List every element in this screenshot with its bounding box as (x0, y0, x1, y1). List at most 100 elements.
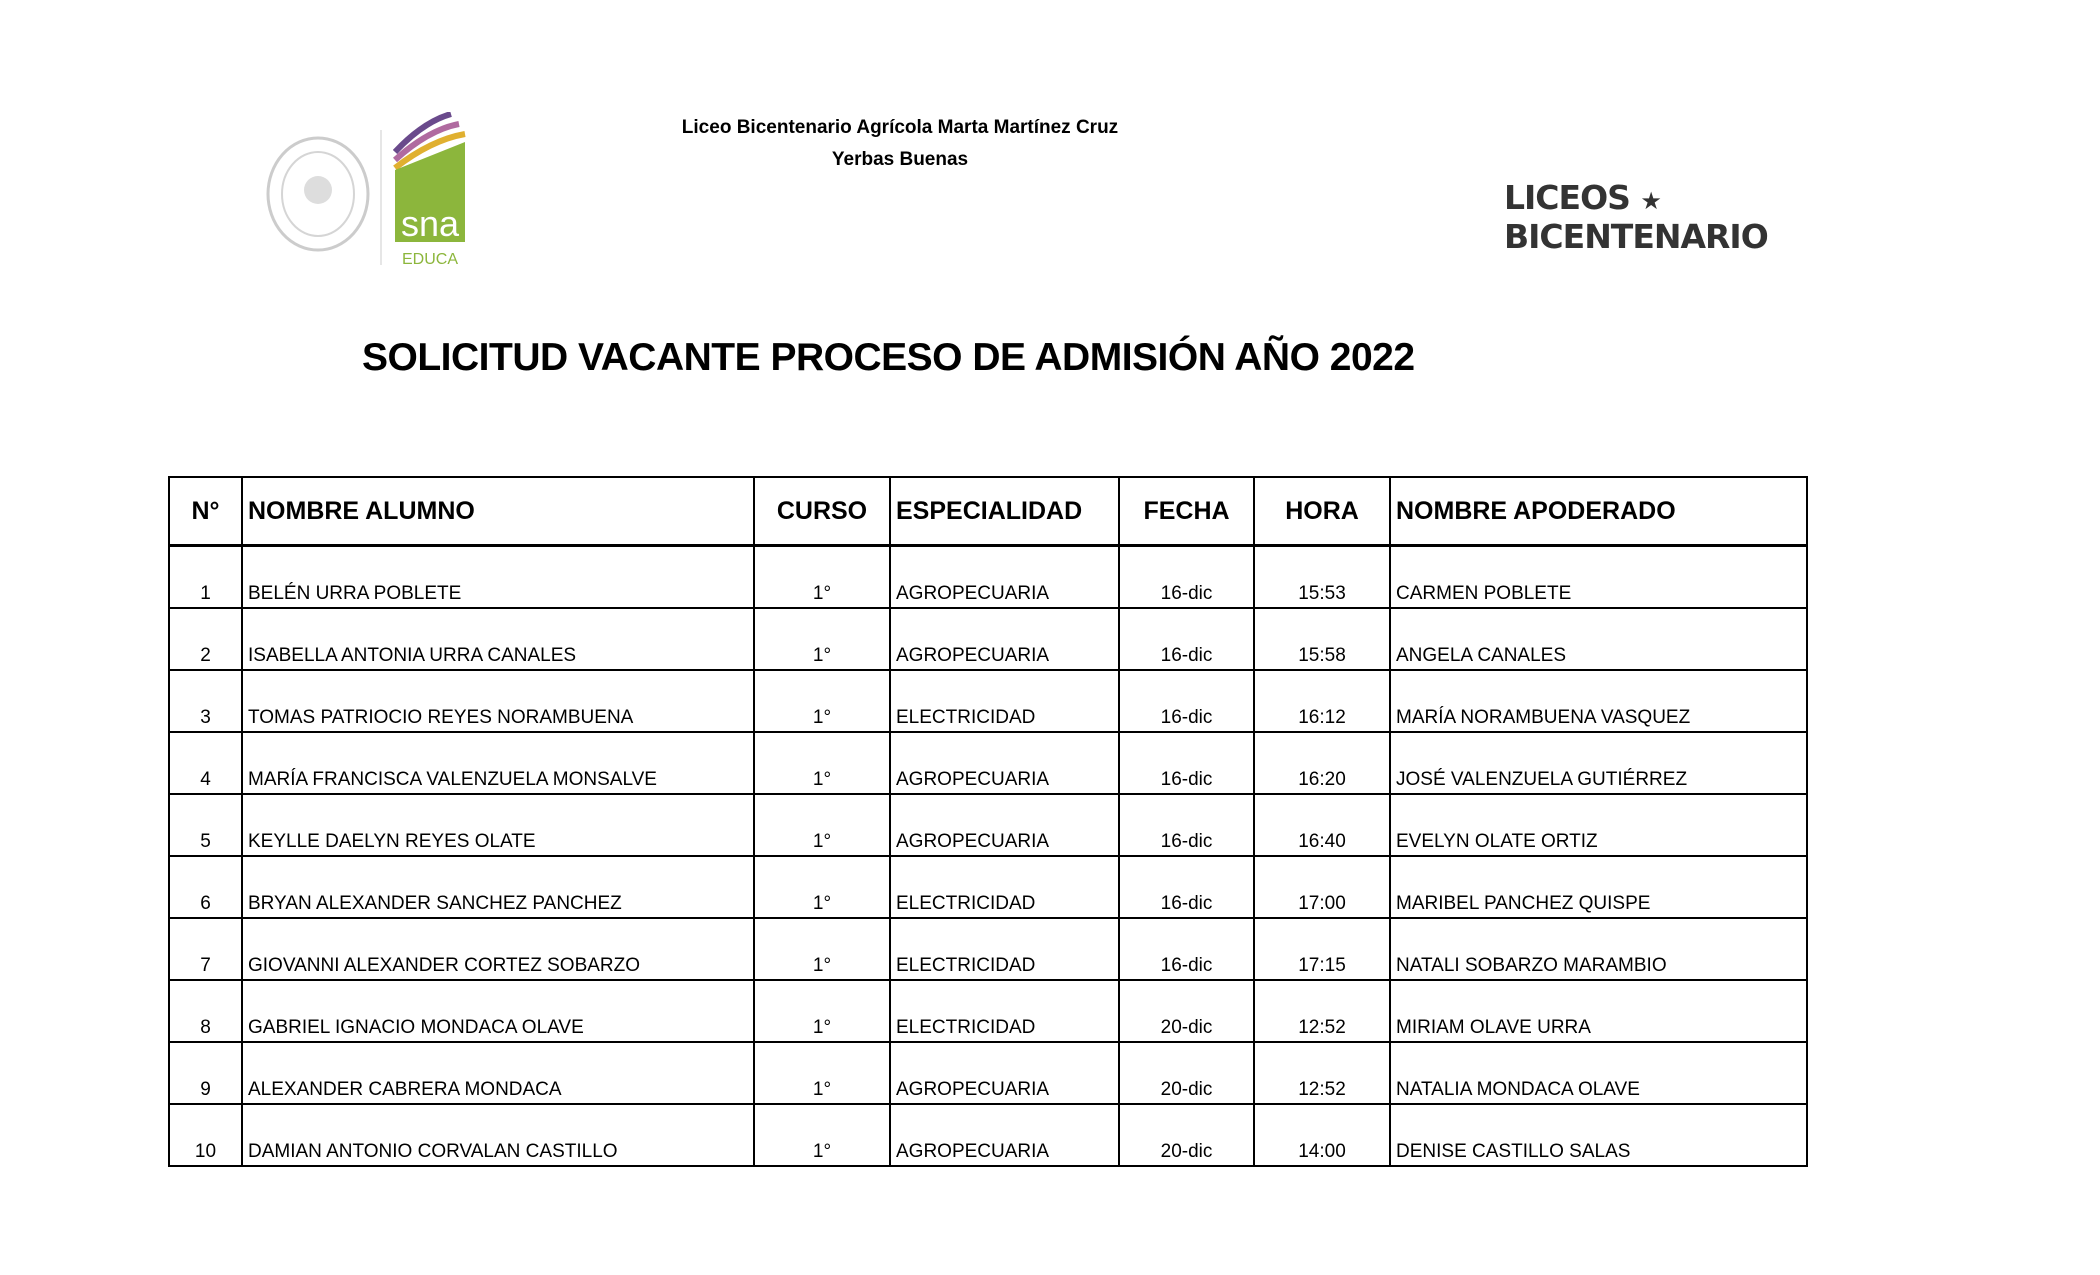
divider-line (380, 130, 382, 265)
cell-specialty: ELECTRICIDAD (889, 917, 1120, 981)
cell-student-name: GIOVANNI ALEXANDER CORTEZ SOBARZO (241, 917, 755, 981)
cell-time: 12:52 (1253, 979, 1391, 1043)
cell-number: 2 (168, 607, 243, 671)
table-row: 2 ISABELLA ANTONIA URRA CANALES 1° AGROPECU… (168, 607, 1808, 671)
cell-specialty: AGROPECUARIA (889, 1041, 1120, 1105)
logo-line2: BICENTENARIO (1504, 217, 1769, 256)
cell-course: 1° (753, 979, 891, 1043)
table-row: 4 MARÍA FRANCISCA VALENZUELA MONSALVE 1° AG… (168, 731, 1808, 795)
cell-course: 1° (753, 917, 891, 981)
cell-date: 16-dic (1118, 607, 1255, 671)
cell-course: 1° (753, 1041, 891, 1105)
school-name: Liceo Bicentenario Agrícola Marta Martín… (681, 117, 1119, 138)
cell-guardian-name: NATALI SOBARZO MARAMBIO (1389, 917, 1808, 981)
cell-specialty: AGROPECUARIA (889, 731, 1120, 795)
cell-course: 1° (753, 544, 891, 609)
star-icon: ★ (1640, 187, 1661, 215)
cell-student-name: MARÍA FRANCISCA VALENZUELA MONSALVE (241, 731, 755, 795)
table-header-row: N° NOMBRE ALUMNO CURSO ESPECIALIDAD FECHA HOR… (168, 476, 1808, 547)
cell-guardian-name: NATALIA MONDACA OLAVE (1389, 1041, 1808, 1105)
cell-guardian-name: EVELYN OLATE ORTIZ (1389, 793, 1808, 857)
column-header-number: N° (168, 476, 243, 547)
column-header-time: HORA (1253, 476, 1391, 547)
cell-guardian-name: ANGELA CANALES (1389, 607, 1808, 671)
cell-date: 16-dic (1118, 669, 1255, 733)
cell-time: 14:00 (1253, 1103, 1391, 1167)
column-header-guardian-name: NOMBRE APODERADO (1389, 476, 1808, 547)
cell-student-name: BRYAN ALEXANDER SANCHEZ PANCHEZ (241, 855, 755, 919)
cell-course: 1° (753, 607, 891, 671)
cell-time: 15:58 (1253, 607, 1391, 671)
sna-seal-logo (264, 135, 372, 253)
sna-logo-text: sna (401, 203, 460, 244)
cell-course: 1° (753, 731, 891, 795)
cell-number: 7 (168, 917, 243, 981)
table-row: 9 ALEXANDER CABRERA MONDACA 1° AGROPECUARIA… (168, 1041, 1808, 1105)
cell-guardian-name: MARÍA NORAMBUENA VASQUEZ (1389, 669, 1808, 733)
cell-time: 17:15 (1253, 917, 1391, 981)
cell-time: 17:00 (1253, 855, 1391, 919)
cell-date: 16-dic (1118, 731, 1255, 795)
cell-guardian-name: MIRIAM OLAVE URRA (1389, 979, 1808, 1043)
cell-date: 16-dic (1118, 544, 1255, 609)
cell-student-name: KEYLLE DAELYN REYES OLATE (241, 793, 755, 857)
cell-number: 5 (168, 793, 243, 857)
cell-number: 9 (168, 1041, 243, 1105)
cell-student-name: ISABELLA ANTONIA URRA CANALES (241, 607, 755, 671)
page-title: SOLICITUD VACANTE PROCESO DE ADMISIÓN AÑ… (362, 336, 1415, 379)
cell-time: 16:12 (1253, 669, 1391, 733)
cell-number: 8 (168, 979, 243, 1043)
cell-number: 6 (168, 855, 243, 919)
column-header-student-name: NOMBRE ALUMNO (241, 476, 755, 547)
column-header-date: FECHA (1118, 476, 1255, 547)
liceos-bicentenario-logo: LICEOS ★ BICENTENARIO (1504, 178, 1769, 256)
cell-date: 20-dic (1118, 979, 1255, 1043)
cell-course: 1° (753, 855, 891, 919)
cell-guardian-name: MARIBEL PANCHEZ QUISPE (1389, 855, 1808, 919)
cell-specialty: ELECTRICIDAD (889, 855, 1120, 919)
cell-student-name: GABRIEL IGNACIO MONDACA OLAVE (241, 979, 755, 1043)
column-header-course: CURSO (753, 476, 891, 547)
sna-educa-logo: sna EDUCA (392, 111, 473, 268)
cell-course: 1° (753, 793, 891, 857)
cell-student-name: DAMIAN ANTONIO CORVALAN CASTILLO (241, 1103, 755, 1167)
cell-specialty: AGROPECUARIA (889, 793, 1120, 857)
table-row: 5 KEYLLE DAELYN REYES OLATE 1° AGROPECUARIA… (168, 793, 1808, 857)
cell-specialty: ELECTRICIDAD (889, 979, 1120, 1043)
table-row: 1 BELÉN URRA POBLETE 1° AGROPECUARIA 16-dic 1… (168, 544, 1808, 609)
admission-table: N° NOMBRE ALUMNO CURSO ESPECIALIDAD FECHA HOR… (168, 476, 1808, 1167)
table-row: 7 GIOVANNI ALEXANDER CORTEZ SOBARZO 1° ELEC… (168, 917, 1808, 981)
cell-date: 20-dic (1118, 1103, 1255, 1167)
cell-time: 16:40 (1253, 793, 1391, 857)
table-row: 3 TOMAS PATRIOCIO REYES NORAMBUENA 1° ELECT… (168, 669, 1808, 733)
educa-logo-text: EDUCA (402, 251, 458, 267)
school-town: Yerbas Buenas (831, 149, 969, 170)
cell-date: 16-dic (1118, 793, 1255, 857)
cell-student-name: BELÉN URRA POBLETE (241, 544, 755, 609)
cell-specialty: AGROPECUARIA (889, 1103, 1120, 1167)
cell-specialty: ELECTRICIDAD (889, 669, 1120, 733)
cell-course: 1° (753, 1103, 891, 1167)
logo-line1: LICEOS (1504, 178, 1631, 217)
cell-number: 1 (168, 544, 243, 609)
cell-time: 12:52 (1253, 1041, 1391, 1105)
cell-specialty: AGROPECUARIA (889, 607, 1120, 671)
table-row: 6 BRYAN ALEXANDER SANCHEZ PANCHEZ 1° ELECTR… (168, 855, 1808, 919)
cell-guardian-name: CARMEN POBLETE (1389, 544, 1808, 609)
table-row: 10 DAMIAN ANTONIO CORVALAN CASTILLO 1° AGRO… (168, 1103, 1808, 1167)
cell-number: 4 (168, 731, 243, 795)
table-row: 8 GABRIEL IGNACIO MONDACA OLAVE 1° ELECTRIC… (168, 979, 1808, 1043)
cell-specialty: AGROPECUARIA (889, 544, 1120, 609)
cell-number: 10 (168, 1103, 243, 1167)
cell-course: 1° (753, 669, 891, 733)
cell-date: 16-dic (1118, 855, 1255, 919)
cell-date: 16-dic (1118, 917, 1255, 981)
cell-student-name: ALEXANDER CABRERA MONDACA (241, 1041, 755, 1105)
cell-student-name: TOMAS PATRIOCIO REYES NORAMBUENA (241, 669, 755, 733)
cell-guardian-name: DENISE CASTILLO SALAS (1389, 1103, 1808, 1167)
cell-time: 15:53 (1253, 544, 1391, 609)
cell-guardian-name: JOSÉ VALENZUELA GUTIÉRREZ (1389, 731, 1808, 795)
column-header-specialty: ESPECIALIDAD (889, 476, 1120, 547)
cell-number: 3 (168, 669, 243, 733)
cell-date: 20-dic (1118, 1041, 1255, 1105)
